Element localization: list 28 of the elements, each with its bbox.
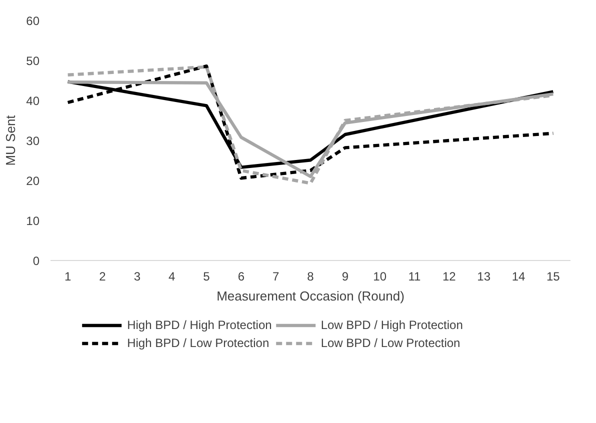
legend-label: High BPD / Low Protection bbox=[127, 336, 270, 350]
x-axis-title: Measurement Occasion (Round) bbox=[216, 288, 404, 304]
y-tick-label: 20 bbox=[26, 174, 40, 188]
y-axis-title: MU Sent bbox=[3, 114, 18, 166]
y-tick-label: 0 bbox=[32, 254, 40, 268]
x-tick-label: 3 bbox=[134, 270, 141, 284]
x-tick-label: 5 bbox=[203, 270, 210, 284]
y-tick-label: 50 bbox=[26, 54, 40, 68]
x-tick-label: 12 bbox=[442, 270, 456, 284]
x-tick-label: 13 bbox=[477, 270, 491, 284]
x-tick-label: 10 bbox=[373, 270, 387, 284]
x-tick-label: 14 bbox=[512, 270, 526, 284]
x-tick-label: 2 bbox=[99, 270, 106, 284]
y-tick-label: 60 bbox=[26, 14, 40, 28]
y-tick-label: 30 bbox=[26, 134, 40, 148]
legend-label: Low BPD / Low Protection bbox=[320, 336, 460, 350]
x-tick-label: 6 bbox=[238, 270, 245, 284]
x-tick-label: 7 bbox=[272, 270, 280, 284]
y-tick-label: 40 bbox=[26, 94, 40, 108]
x-tick-label: 4 bbox=[168, 270, 176, 284]
y-tick-label: 10 bbox=[26, 214, 40, 228]
x-tick-label: 9 bbox=[342, 270, 349, 284]
x-tick-label: 1 bbox=[64, 270, 72, 284]
x-tick-label: 15 bbox=[546, 270, 560, 284]
legend-label: High BPD / High Protection bbox=[127, 318, 272, 332]
x-tick-label: 8 bbox=[307, 270, 314, 284]
legend-label: Low BPD / High Protection bbox=[320, 318, 463, 332]
x-tick-label: 11 bbox=[408, 270, 422, 284]
